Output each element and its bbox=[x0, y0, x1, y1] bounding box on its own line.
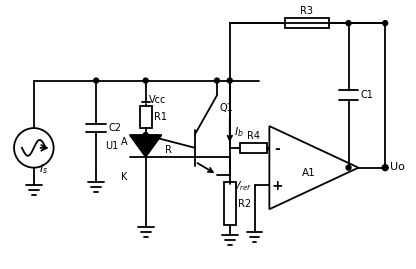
Circle shape bbox=[382, 165, 388, 171]
Circle shape bbox=[346, 21, 351, 26]
Text: R3: R3 bbox=[300, 6, 314, 16]
Circle shape bbox=[346, 165, 351, 170]
Bar bbox=[240, 143, 267, 153]
Circle shape bbox=[227, 78, 232, 83]
Text: $V_{ref}$: $V_{ref}$ bbox=[233, 179, 252, 193]
Polygon shape bbox=[130, 135, 161, 157]
Circle shape bbox=[143, 133, 148, 137]
Text: R: R bbox=[166, 145, 172, 155]
Bar bbox=[140, 106, 151, 128]
Text: R2: R2 bbox=[238, 199, 251, 209]
Circle shape bbox=[94, 78, 99, 83]
Text: A: A bbox=[121, 137, 128, 147]
Text: Q1: Q1 bbox=[220, 103, 234, 113]
Text: -: - bbox=[275, 142, 280, 156]
Bar bbox=[285, 18, 329, 28]
Circle shape bbox=[143, 78, 148, 83]
Text: R4: R4 bbox=[247, 131, 260, 141]
Text: +: + bbox=[272, 179, 283, 193]
Text: A1: A1 bbox=[302, 168, 316, 178]
Text: U1: U1 bbox=[105, 141, 118, 151]
Text: Vcc: Vcc bbox=[149, 95, 166, 105]
Text: $I_s$: $I_s$ bbox=[39, 162, 48, 175]
Bar bbox=[224, 182, 236, 225]
Circle shape bbox=[383, 21, 388, 26]
Circle shape bbox=[214, 78, 219, 83]
Text: Uo: Uo bbox=[390, 162, 405, 172]
Text: R1: R1 bbox=[154, 112, 166, 122]
Text: $I_b$: $I_b$ bbox=[234, 125, 243, 139]
Text: C1: C1 bbox=[360, 90, 373, 100]
Text: K: K bbox=[121, 172, 128, 182]
Text: C2: C2 bbox=[108, 123, 121, 133]
